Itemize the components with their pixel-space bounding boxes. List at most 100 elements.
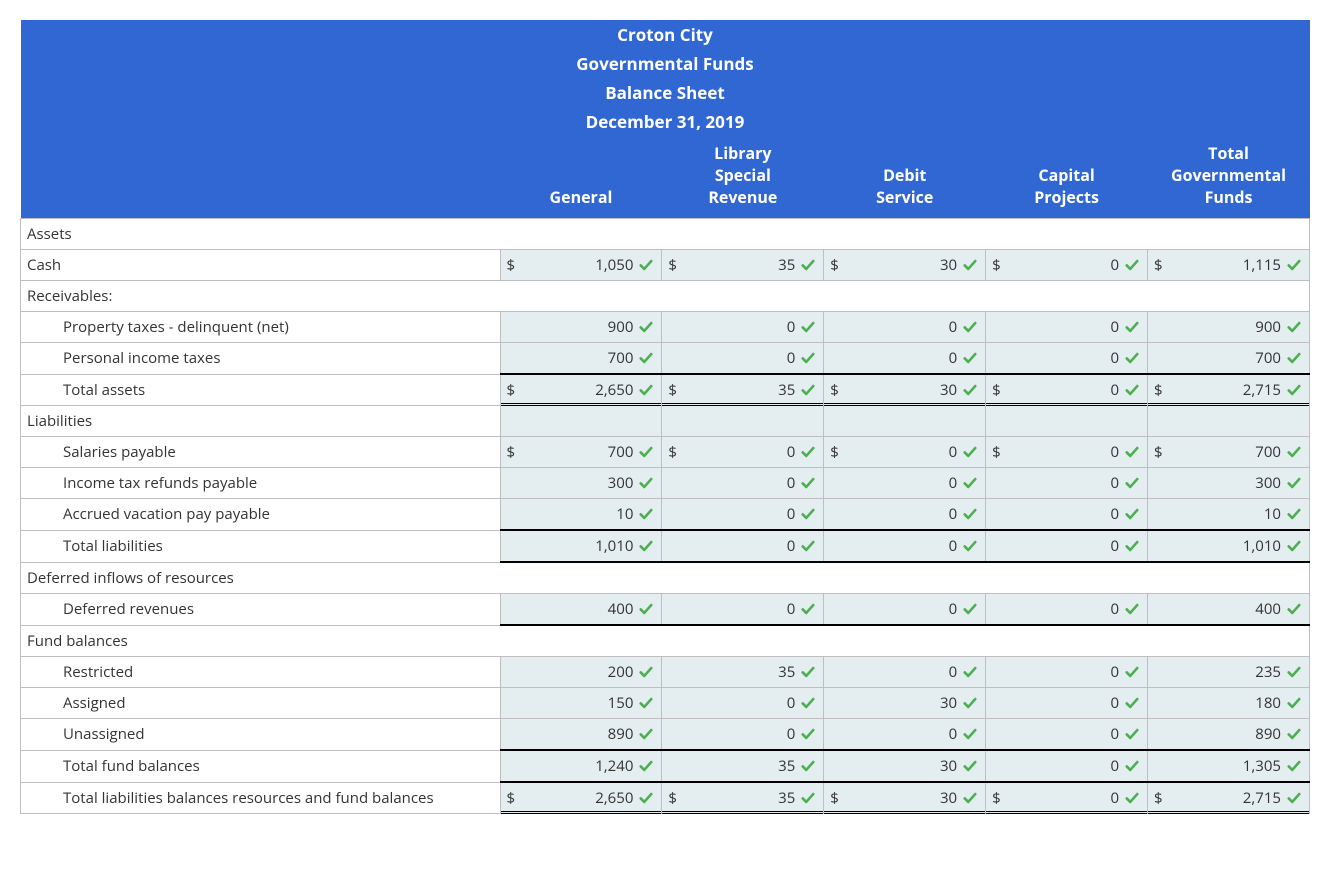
- col-total: TotalGovernmentalFunds: [1148, 136, 1310, 219]
- currency-symbol: $: [992, 255, 1006, 275]
- value-cell: 0: [662, 530, 824, 562]
- value-cell: 700: [1148, 343, 1310, 375]
- section-label: Deferred inflows of resources: [21, 562, 1310, 594]
- value-cell: 10: [500, 499, 662, 531]
- value-number: 0: [844, 317, 961, 337]
- value-number: 35: [682, 662, 799, 682]
- section-label: Receivables:: [21, 281, 1310, 312]
- value-number: 0: [1006, 756, 1123, 776]
- currency-symbol: $: [830, 442, 844, 462]
- value-cell: 0: [662, 312, 824, 343]
- value-number: 0: [1006, 693, 1123, 713]
- check-icon: [637, 759, 655, 773]
- check-icon: [637, 696, 655, 710]
- check-icon: [1123, 476, 1141, 490]
- currency-symbol: $: [992, 442, 1006, 462]
- title-line-2: Governmental Funds: [21, 49, 1310, 78]
- check-icon: [961, 507, 979, 521]
- check-icon: [1285, 727, 1303, 741]
- check-icon: [1285, 445, 1303, 459]
- check-icon: [961, 696, 979, 710]
- check-icon: [1123, 320, 1141, 334]
- value-cell: 200: [500, 657, 662, 688]
- value-number: 2,650: [521, 380, 638, 400]
- check-icon: [1123, 602, 1141, 616]
- data-row: Total assets$2,650$35$30$0$2,715: [21, 374, 1310, 406]
- value-cell: 0: [986, 312, 1148, 343]
- value-cell: $700: [500, 437, 662, 468]
- value-number: 2,715: [1168, 788, 1285, 808]
- value-number: 0: [1006, 662, 1123, 682]
- check-icon: [637, 320, 655, 334]
- data-row: Salaries payable$700$0$0$0$700: [21, 437, 1310, 468]
- value-cell: 1,305: [1148, 750, 1310, 782]
- value-number: 890: [521, 724, 638, 744]
- check-icon: [1285, 320, 1303, 334]
- check-icon: [1123, 383, 1141, 397]
- currency-symbol: $: [1154, 442, 1168, 462]
- value-cell: 1,010: [500, 530, 662, 562]
- value-number: 180: [1168, 693, 1285, 713]
- value-cell: $30: [824, 374, 986, 406]
- section-label: Assets: [21, 219, 1310, 250]
- data-row: Unassigned890000890: [21, 719, 1310, 751]
- value-cell: 0: [662, 594, 824, 626]
- check-icon: [1285, 476, 1303, 490]
- value-cell: $0: [986, 250, 1148, 281]
- currency-symbol: $: [507, 788, 521, 808]
- check-icon: [961, 759, 979, 773]
- row-label: Total assets: [21, 374, 501, 406]
- data-row: Income tax refunds payable300000300: [21, 468, 1310, 499]
- value-cell: 35: [662, 750, 824, 782]
- section-row: Receivables:: [21, 281, 1310, 312]
- value-number: 900: [1168, 317, 1285, 337]
- currency-symbol: $: [507, 442, 521, 462]
- value-cell: 150: [500, 688, 662, 719]
- check-icon: [799, 759, 817, 773]
- check-icon: [637, 445, 655, 459]
- value-number: 0: [1006, 536, 1123, 556]
- value-number: 35: [682, 380, 799, 400]
- row-label: Property taxes - delinquent (net): [21, 312, 501, 343]
- value-number: 300: [521, 473, 638, 493]
- check-icon: [961, 351, 979, 365]
- value-cell: $700: [1148, 437, 1310, 468]
- check-icon: [799, 507, 817, 521]
- value-number: 30: [844, 788, 961, 808]
- value-cell: 890: [1148, 719, 1310, 751]
- value-number: 0: [682, 504, 799, 524]
- check-icon: [799, 602, 817, 616]
- value-cell: 0: [662, 499, 824, 531]
- check-icon: [1285, 665, 1303, 679]
- value-cell: 300: [500, 468, 662, 499]
- value-cell: $1,050: [500, 250, 662, 281]
- row-label: Total fund balances: [21, 750, 501, 782]
- check-icon: [1285, 791, 1303, 805]
- value-number: 0: [682, 599, 799, 619]
- check-icon: [799, 383, 817, 397]
- check-icon: [1285, 383, 1303, 397]
- check-icon: [637, 539, 655, 553]
- value-number: 0: [844, 442, 961, 462]
- value-cell: 180: [1148, 688, 1310, 719]
- value-number: 0: [1006, 473, 1123, 493]
- value-cell: 0: [824, 343, 986, 375]
- value-number: 0: [682, 317, 799, 337]
- value-cell: $0: [986, 437, 1148, 468]
- value-number: 700: [521, 348, 638, 368]
- check-icon: [1123, 665, 1141, 679]
- row-label: Deferred revenues: [21, 594, 501, 626]
- value-number: 0: [844, 599, 961, 619]
- value-number: 30: [844, 380, 961, 400]
- currency-symbol: $: [668, 442, 682, 462]
- currency-symbol: $: [992, 788, 1006, 808]
- check-icon: [1123, 351, 1141, 365]
- currency-symbol: $: [668, 255, 682, 275]
- value-number: 1,050: [521, 255, 638, 275]
- check-icon: [1285, 351, 1303, 365]
- check-icon: [1285, 696, 1303, 710]
- data-row: Assigned1500300180: [21, 688, 1310, 719]
- check-icon: [637, 258, 655, 272]
- value-cell: $30: [824, 250, 986, 281]
- check-icon: [637, 351, 655, 365]
